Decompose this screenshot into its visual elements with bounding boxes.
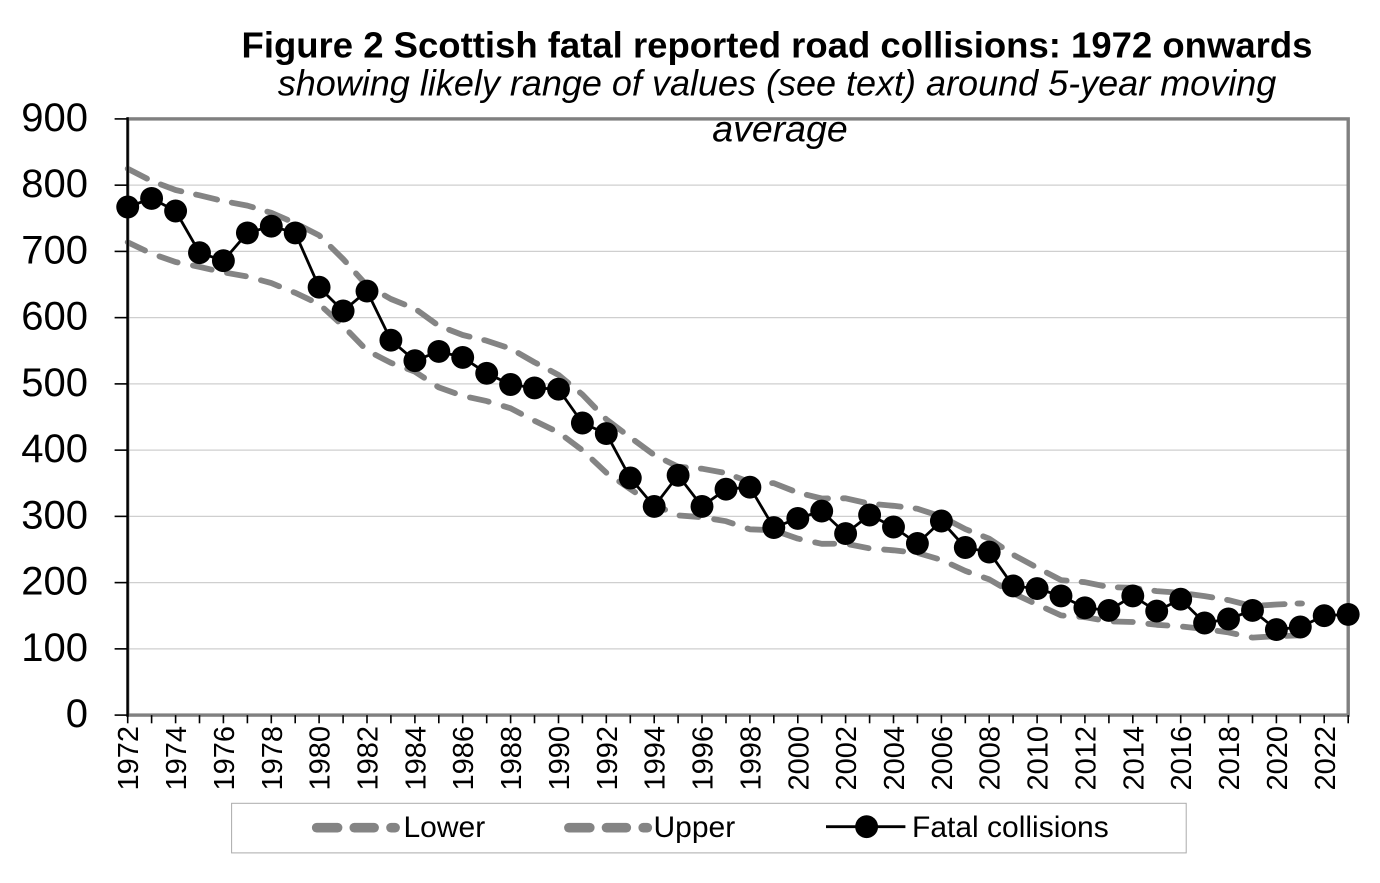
svg-text:1982: 1982 [353,726,385,791]
svg-text:2020: 2020 [1262,726,1294,791]
svg-text:1972: 1972 [113,726,145,791]
svg-text:1990: 1990 [544,726,576,791]
svg-text:1978: 1978 [257,726,289,791]
svg-text:1986: 1986 [448,726,480,791]
svg-text:2002: 2002 [831,726,863,791]
svg-text:average: average [712,108,848,150]
svg-text:Lower: Lower [404,811,486,844]
svg-text:1984: 1984 [400,726,432,791]
svg-text:Fatal collisions: Fatal collisions [912,811,1109,844]
svg-text:2004: 2004 [879,726,911,791]
svg-text:300: 300 [21,493,88,537]
svg-text:2018: 2018 [1214,726,1246,791]
svg-text:2008: 2008 [975,726,1007,791]
svg-text:800: 800 [21,162,88,206]
svg-text:500: 500 [21,361,88,405]
svg-text:1980: 1980 [305,726,337,791]
svg-text:1998: 1998 [735,726,767,791]
svg-text:0: 0 [66,692,88,736]
svg-text:2014: 2014 [1118,726,1150,791]
svg-text:2010: 2010 [1023,726,1055,791]
svg-text:1988: 1988 [496,726,528,791]
svg-text:1996: 1996 [688,726,720,791]
svg-text:Figure 2 Scottish fatal report: Figure 2 Scottish fatal reported road co… [242,25,1313,66]
svg-text:Upper: Upper [654,811,736,844]
svg-text:1994: 1994 [640,726,672,791]
svg-text:2022: 2022 [1310,726,1342,791]
svg-text:2016: 2016 [1166,726,1198,791]
svg-text:600: 600 [21,295,88,339]
svg-text:400: 400 [21,427,88,471]
svg-text:900: 900 [21,96,88,140]
svg-text:1976: 1976 [209,726,241,791]
svg-text:2006: 2006 [927,726,959,791]
svg-text:1974: 1974 [161,726,193,791]
svg-text:700: 700 [21,228,88,272]
svg-text:2012: 2012 [1070,726,1102,791]
svg-text:showing likely range of values: showing likely range of values (see text… [278,63,1277,104]
svg-text:100: 100 [21,626,88,670]
svg-text:200: 200 [21,560,88,604]
svg-text:2000: 2000 [783,726,815,791]
svg-text:1992: 1992 [592,726,624,791]
